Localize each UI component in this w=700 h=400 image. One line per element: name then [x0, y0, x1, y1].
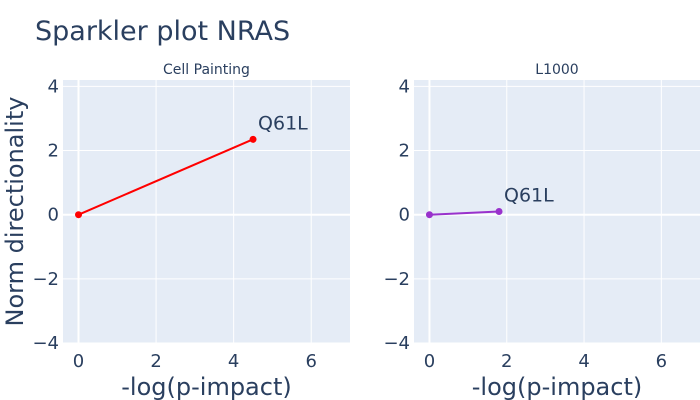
- data-point: [495, 208, 503, 215]
- x-tick-label: 6: [305, 351, 316, 372]
- series-line: [429, 210, 500, 216]
- subplot-title: Cell Painting: [163, 62, 250, 78]
- plot-area: [63, 80, 350, 343]
- point-label: Q61L: [258, 112, 308, 134]
- x-tick-label: 4: [228, 351, 239, 372]
- x-tick-label: 0: [424, 351, 435, 372]
- chart-title: Sparkler plot NRAS: [35, 16, 290, 47]
- x-tick-label: 2: [501, 351, 512, 372]
- data-point: [249, 135, 257, 143]
- series-line: [78, 138, 254, 216]
- y-tick-label: 0: [48, 205, 59, 226]
- x-tick-label: 0: [73, 351, 84, 372]
- x-axis-label: -log(p-impact): [121, 373, 291, 400]
- data-point: [425, 211, 433, 219]
- x-tick-label: 4: [578, 351, 589, 372]
- y-tick-label: −4: [32, 333, 59, 354]
- y-tick-label: −4: [383, 333, 410, 354]
- y-tick-label: 0: [399, 205, 410, 226]
- subplot-title: L1000: [535, 62, 578, 78]
- x-tick-label: 2: [150, 351, 161, 372]
- x-axis-label: -log(p-impact): [472, 373, 642, 400]
- data-point: [75, 211, 83, 219]
- y-tick-label: 2: [48, 141, 59, 162]
- y-tick-label: −2: [32, 269, 59, 290]
- y-tick-label: 4: [399, 76, 410, 97]
- y-tick-label: 4: [48, 76, 59, 97]
- y-tick-label: −2: [383, 269, 410, 290]
- point-label: Q61L: [504, 185, 554, 207]
- x-tick-label: 6: [656, 351, 667, 372]
- y-axis-label: Norm directionality: [1, 97, 29, 327]
- y-tick-label: 2: [399, 141, 410, 162]
- plot-area: [414, 80, 700, 343]
